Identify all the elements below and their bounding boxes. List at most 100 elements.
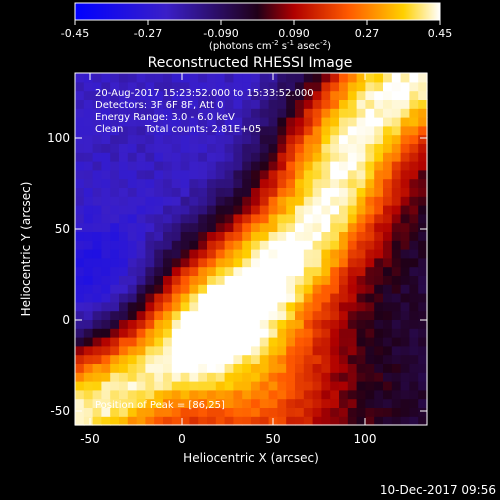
heatmap-cell (365, 81, 375, 92)
heatmap-cell (277, 161, 287, 171)
heatmap-cell (207, 389, 217, 400)
heatmap-cell (171, 205, 182, 215)
heatmap-cell (374, 293, 384, 303)
heatmap-cell (339, 416, 349, 426)
heatmap-cell (92, 108, 102, 118)
heatmap-cell (321, 152, 331, 162)
heatmap-cell (127, 240, 138, 250)
heatmap-cell (286, 407, 296, 417)
heatmap-cell (171, 319, 182, 329)
heatmap-cell (224, 161, 234, 171)
heatmap-cell (418, 117, 428, 127)
heatmap-cell (110, 249, 120, 259)
heatmap-cell (163, 293, 173, 303)
heatmap-cell (189, 143, 199, 153)
heatmap-cell (224, 117, 234, 127)
heatmap-cell (303, 337, 314, 347)
heatmap-cell (233, 152, 243, 162)
heatmap-cell (295, 73, 305, 83)
heatmap-cell (163, 161, 173, 171)
heatmap-cell (295, 117, 305, 127)
heatmap-cell (224, 275, 234, 285)
heatmap-cell (312, 213, 322, 224)
heatmap-cell (242, 99, 252, 109)
heatmap-cell (198, 257, 208, 268)
heatmap-cell (119, 205, 129, 215)
heatmap-cell (189, 381, 199, 391)
heatmap-cell (356, 108, 366, 118)
heatmap-cell (189, 301, 199, 312)
heatmap-cell (242, 389, 252, 400)
heatmap-cell (127, 205, 138, 215)
heatmap-cell (321, 337, 331, 347)
heatmap-cell (347, 81, 358, 92)
heatmap-cell (268, 398, 278, 408)
heatmap-cell (198, 354, 208, 364)
heatmap-cell (163, 231, 173, 241)
heatmap-cell (268, 152, 278, 162)
heatmap-cell (154, 337, 164, 347)
heatmap-cell (215, 301, 226, 312)
heatmap-cell (127, 257, 138, 268)
annotation-total-counts: Total counts: 2.81E+05 (144, 124, 261, 135)
heatmap-cell (295, 240, 305, 250)
heatmap-cell (127, 187, 138, 197)
heatmap-cell (127, 125, 138, 136)
heatmap-cell (75, 134, 85, 144)
heatmap-cell (339, 354, 349, 364)
heatmap-cell (215, 143, 226, 153)
heatmap-cell (207, 178, 217, 188)
heatmap-cell (145, 266, 155, 276)
heatmap-cell (356, 284, 366, 294)
heatmap-cell (110, 301, 120, 312)
heatmap-cell (303, 407, 314, 417)
heatmap-cell (321, 231, 331, 241)
heatmap-cell (233, 275, 243, 285)
heatmap-cell (330, 108, 340, 118)
heatmap-cell (110, 125, 120, 136)
heatmap-cell (145, 169, 155, 180)
heatmap-cell (400, 169, 410, 180)
heatmap-cell (215, 73, 226, 83)
heatmap-cell (154, 152, 164, 162)
heatmap-cell (171, 416, 182, 426)
heatmap-cell (303, 249, 314, 259)
heatmap-cell (171, 389, 182, 400)
heatmap-cell (356, 90, 366, 100)
heatmap-cell (242, 187, 252, 197)
heatmap-cell (409, 134, 419, 144)
heatmap-cell (154, 231, 164, 241)
heatmap-cell (233, 231, 243, 241)
heatmap-cell (330, 266, 340, 276)
heatmap-cell (215, 275, 226, 285)
heatmap-cell (400, 284, 410, 294)
heatmap-cell (163, 275, 173, 285)
heatmap-cell (224, 231, 234, 241)
heatmap-cell (136, 161, 146, 171)
heatmap-cell (391, 231, 402, 241)
heatmap-cell (277, 169, 287, 180)
heatmap-cell (145, 301, 155, 312)
heatmap-cell (92, 372, 102, 382)
heatmap-cell (251, 337, 261, 347)
heatmap-cell (110, 108, 120, 118)
heatmap-cell (391, 213, 402, 224)
heatmap-cell (180, 389, 190, 400)
heatmap-cell (303, 345, 314, 356)
heatmap-cell (233, 240, 243, 250)
heatmap-cell (321, 328, 331, 338)
heatmap-cell (286, 134, 296, 144)
heatmap-cell (189, 187, 199, 197)
heatmap-cell (251, 73, 261, 83)
heatmap-cell (83, 231, 94, 241)
heatmap-cell (136, 310, 146, 320)
heatmap-cell (233, 178, 243, 188)
heatmap-cell (101, 249, 111, 259)
heatmap-cell (119, 398, 129, 408)
heatmap-cell (347, 275, 358, 285)
heatmap-cell (119, 152, 129, 162)
heatmap-cell (418, 363, 428, 373)
heatmap-cell (171, 178, 182, 188)
heatmap-cell (268, 222, 278, 232)
heatmap-cell (215, 345, 226, 356)
